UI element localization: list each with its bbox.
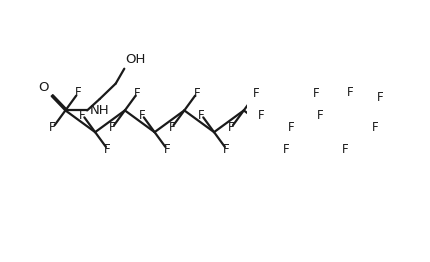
Text: F: F <box>313 87 319 100</box>
Text: F: F <box>49 122 56 134</box>
Text: F: F <box>198 108 205 122</box>
Text: F: F <box>104 143 111 156</box>
Text: F: F <box>139 108 145 122</box>
Text: F: F <box>253 87 260 100</box>
Text: F: F <box>164 143 170 156</box>
Text: F: F <box>194 87 200 100</box>
Text: O: O <box>38 81 49 94</box>
Text: F: F <box>223 143 230 156</box>
Text: F: F <box>347 86 353 99</box>
Text: F: F <box>317 108 324 122</box>
Text: F: F <box>109 121 116 134</box>
Text: F: F <box>258 108 264 122</box>
Text: F: F <box>134 87 141 100</box>
Text: F: F <box>75 86 82 99</box>
Text: F: F <box>80 108 86 122</box>
Text: F: F <box>342 143 349 156</box>
Text: F: F <box>372 122 379 134</box>
Text: OH: OH <box>126 53 146 66</box>
Text: F: F <box>283 143 289 156</box>
Text: F: F <box>377 91 384 104</box>
Text: F: F <box>169 121 175 134</box>
Text: F: F <box>228 121 235 134</box>
Text: F: F <box>287 121 294 134</box>
Text: NH: NH <box>89 105 109 117</box>
